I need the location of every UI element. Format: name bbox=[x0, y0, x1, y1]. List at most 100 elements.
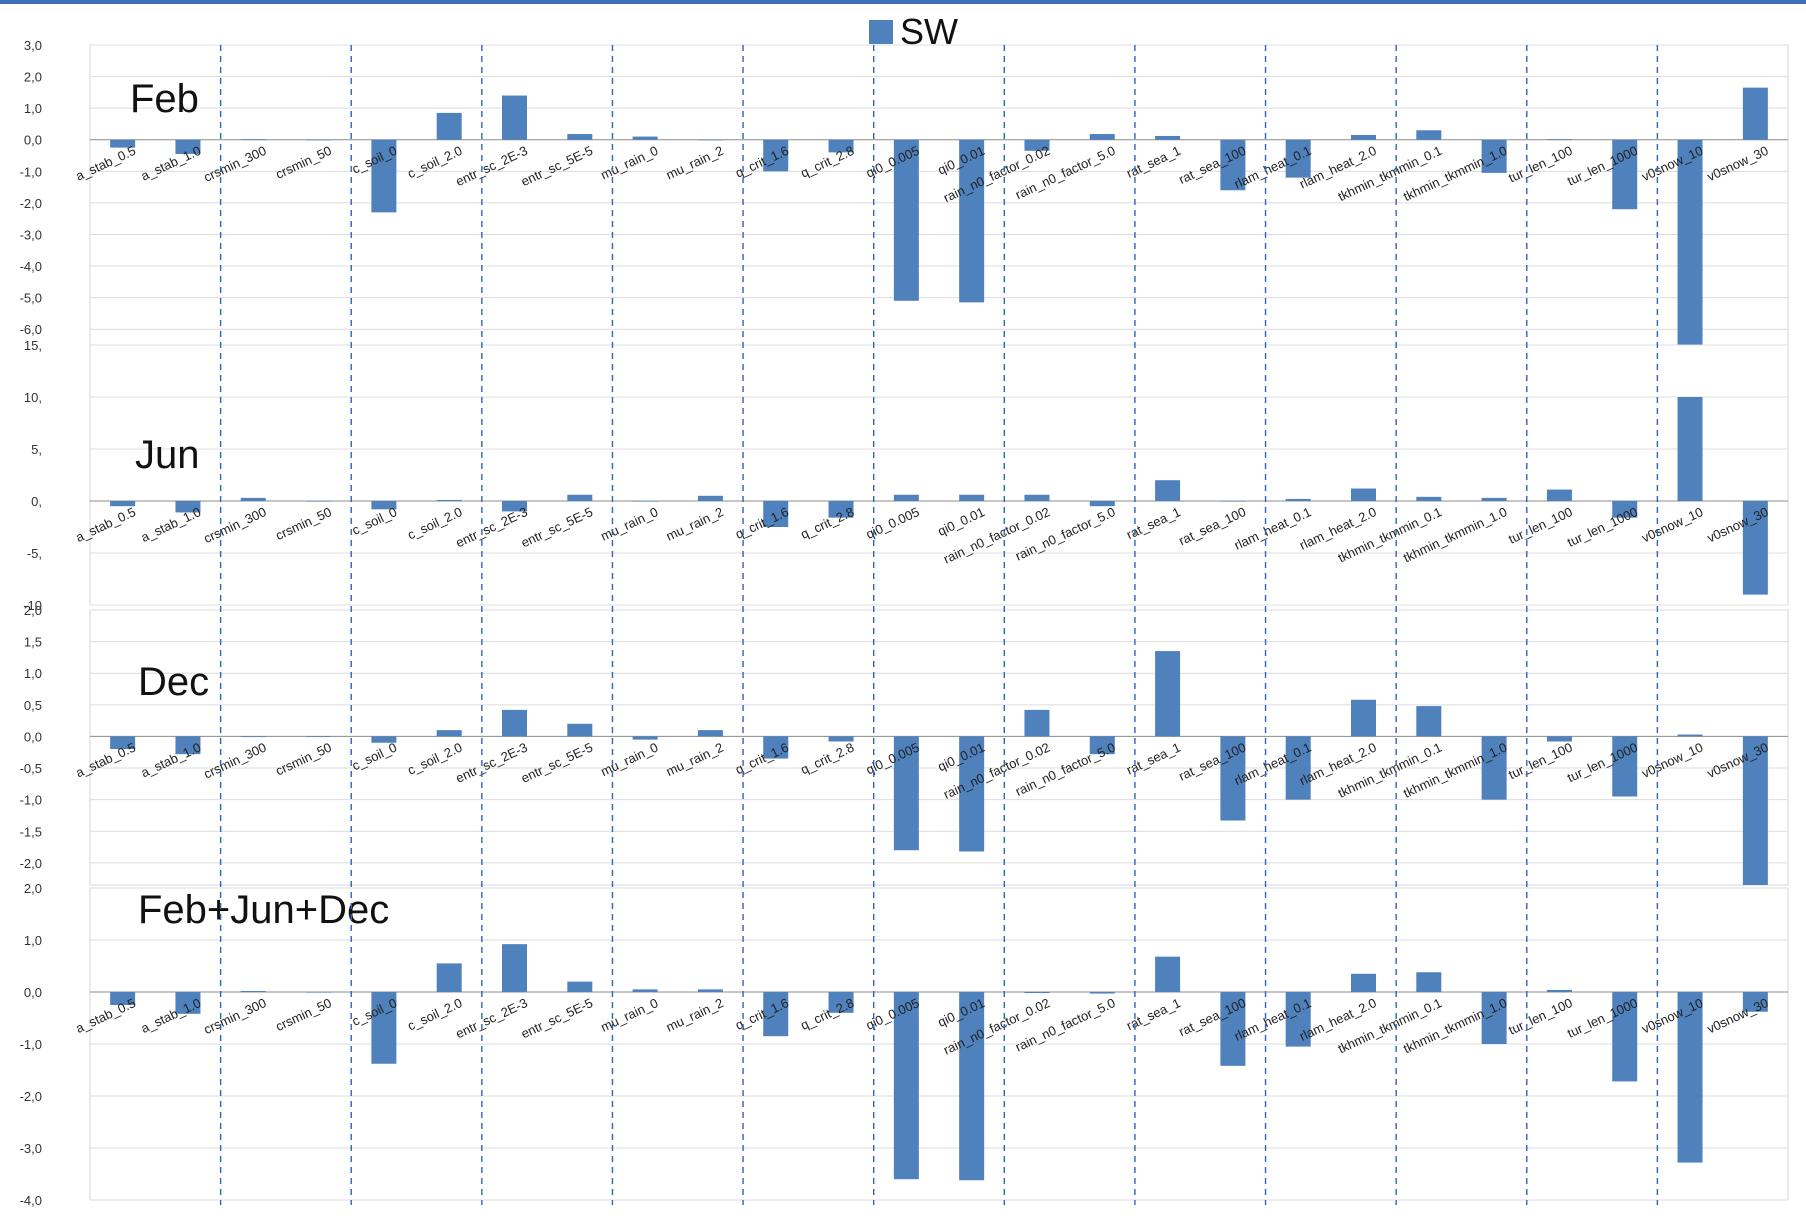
panel-4-bar-entr_sc_5E-5 bbox=[567, 981, 593, 992]
panel-3-bar-q_crit_2.8 bbox=[828, 736, 854, 742]
panel-1-bar-rat_sea_1 bbox=[1155, 135, 1181, 140]
panel-2-ytick-label: -5, bbox=[27, 546, 42, 561]
panel-2-bar-c_soil_0 bbox=[371, 501, 397, 510]
panel-3-category-label: rat_sea_1 bbox=[1124, 740, 1183, 778]
panel-4-bar-tur_len_100 bbox=[1546, 989, 1572, 992]
panel-2-category-label: entr_sc_2E-3 bbox=[453, 504, 529, 550]
panel-4-ytick-label: -4,0 bbox=[20, 1193, 42, 1208]
panel-3-bar-entr_sc_5E-5 bbox=[567, 723, 593, 737]
panel-3-title: Dec bbox=[138, 660, 209, 704]
panel-1-category-label: a_stab_1.0 bbox=[139, 143, 204, 184]
panel-1-ytick-label: 3,0 bbox=[24, 38, 42, 53]
panel-3-category-label: entr_sc_5E-5 bbox=[519, 740, 595, 786]
panel-3-ytick-label: 2,0 bbox=[24, 603, 42, 618]
panel-1-bar-v0snow_30 bbox=[1742, 87, 1768, 140]
panel-4-category-label: mu_rain_0 bbox=[598, 995, 660, 1035]
panel-2-category-label: a_stab_0.5 bbox=[73, 504, 138, 545]
panel-4-bar-qi0_0.01 bbox=[959, 992, 985, 1181]
panel-2-bar-tur_len_100 bbox=[1546, 489, 1572, 501]
panel-4-category-label: entr_sc_5E-5 bbox=[519, 995, 595, 1041]
panel-4-bar-tkhmin_tkmmin_1.0 bbox=[1481, 992, 1507, 1044]
panel-3-bar-c_soil_2.0 bbox=[436, 730, 462, 737]
panel-3-bar-crsmin_300 bbox=[240, 736, 266, 738]
panel-1-bar-v0snow_10 bbox=[1677, 139, 1703, 345]
panel-3-bar-q_crit_1.6 bbox=[763, 736, 789, 759]
panel-4-ytick-label: 1,0 bbox=[24, 933, 42, 948]
panel-3-ytick-label: 1,0 bbox=[24, 666, 42, 681]
panel-2-bar-entr_sc_5E-5 bbox=[567, 494, 593, 501]
panel-3-bar-tkhmin_tkmmin_0.1 bbox=[1416, 706, 1442, 737]
panel-1-bar-tkhmin_tkmmin_1.0 bbox=[1481, 139, 1507, 173]
panel-4-category-label: a_stab_0.5 bbox=[73, 995, 138, 1036]
panel-3-bar-rlam_heat_0.1 bbox=[1285, 736, 1311, 800]
panel-3-category-label: tur_len_100 bbox=[1506, 740, 1575, 783]
panel-4-category-label: a_stab_1.0 bbox=[139, 995, 204, 1036]
panel-1-bar-qi0_0.005 bbox=[893, 139, 919, 301]
panel-1-bar-rain_n0_factor_0.02 bbox=[1024, 139, 1050, 151]
panel-2-ytick-label: 15, bbox=[24, 338, 42, 353]
panel-2-category-label: mu_rain_2 bbox=[664, 504, 726, 544]
panel-3-bar-mu_rain_0 bbox=[632, 736, 658, 740]
panel-1-bar-rain_n0_factor_5.0 bbox=[1089, 134, 1115, 140]
panel-1-bar-a_stab_0.5 bbox=[110, 139, 136, 148]
panel-2-ytick-label: 10, bbox=[24, 390, 42, 405]
panel-3-category-label: rain_n0_factor_0.02 bbox=[941, 740, 1052, 802]
panel-1-bar-q_crit_2.8 bbox=[828, 139, 854, 153]
panel-4-bar-entr_sc_2E-3 bbox=[502, 944, 527, 992]
panel-1-category-label: q_crit_2.8 bbox=[798, 143, 856, 181]
panel-1-bar-rat_sea_100 bbox=[1220, 139, 1246, 191]
panel-1-category-label: crsmin_300 bbox=[201, 143, 268, 185]
panel-1-frame bbox=[89, 44, 1789, 346]
panel-4-ytick-label: -3,0 bbox=[20, 1141, 42, 1156]
panel-1-bar-mu_rain_0 bbox=[632, 136, 658, 140]
panel-3-bar-rain_n0_factor_0.02 bbox=[1024, 709, 1050, 737]
panel-3-ytick-label: -2,0 bbox=[20, 856, 42, 871]
panel-2-category-label: crsmin_50 bbox=[273, 504, 334, 543]
panel-2-bar-crsmin_50 bbox=[306, 501, 332, 502]
panel-3-category-label: mu_rain_0 bbox=[598, 740, 660, 780]
panel-2-category-label: v0snow_10 bbox=[1639, 504, 1705, 545]
panel-1-category-label: entr_sc_2E-3 bbox=[453, 143, 529, 189]
panel-2-bar-mu_rain_0 bbox=[632, 501, 658, 502]
panel-4-category-label: rain_n0_factor_0.02 bbox=[941, 995, 1052, 1057]
panel-3-bar-c_soil_0 bbox=[371, 736, 397, 743]
panel-3-category-label: crsmin_50 bbox=[273, 740, 334, 779]
panel-2-bar-rlam_heat_2.0 bbox=[1351, 488, 1376, 501]
panel-1-category-label: v0snow_30 bbox=[1705, 143, 1771, 184]
panel-3-bar-crsmin_50 bbox=[306, 736, 332, 738]
panel-4-bar-qi0_0.005 bbox=[893, 992, 919, 1180]
panel-3-category-label: entr_sc_2E-3 bbox=[453, 740, 529, 786]
panel-3-bar-rlam_heat_2.0 bbox=[1351, 699, 1376, 737]
panel-4-bar-rlam_heat_0.1 bbox=[1285, 992, 1311, 1047]
panel-1-bar-c_soil_2.0 bbox=[436, 112, 462, 140]
panel-3-ytick-label: -0,5 bbox=[20, 761, 42, 776]
panel-1-category-label: mu_rain_2 bbox=[664, 143, 726, 183]
panel-2-ytick-label: -10 bbox=[23, 598, 42, 613]
panel-4-bar-rain_n0_factor_0.02 bbox=[1024, 992, 1050, 994]
panel-2-bar-q_crit_2.8 bbox=[828, 501, 854, 518]
panel-4-bar-c_soil_2.0 bbox=[436, 963, 462, 992]
panel-1-category-label: rain_n0_factor_0.02 bbox=[941, 143, 1052, 205]
panel-4-bar-mu_rain_2 bbox=[697, 989, 723, 992]
panel-3-bar-rat_sea_1 bbox=[1155, 651, 1181, 737]
panel-2-bar-qi0_0.005 bbox=[893, 494, 919, 501]
panel-2-frame bbox=[89, 344, 1789, 606]
panel-4-bar-mu_rain_0 bbox=[632, 989, 658, 992]
panel-4-bar-q_crit_2.8 bbox=[828, 992, 854, 1013]
panel-3-bar-rain_n0_factor_5.0 bbox=[1089, 736, 1115, 755]
panel-1-ytick-label: 0,0 bbox=[24, 133, 42, 148]
panel-2-category-label: rat_sea_1 bbox=[1124, 504, 1183, 542]
panel-4-category-label: crsmin_50 bbox=[273, 995, 334, 1034]
panel-3-ytick-label: -1,5 bbox=[20, 824, 42, 839]
panel-4-bar-a_stab_0.5 bbox=[110, 992, 136, 1005]
panel-3-bar-tur_len_1000 bbox=[1612, 736, 1638, 797]
panel-1-bar-rlam_heat_2.0 bbox=[1351, 135, 1376, 140]
panel-2-bar-v0snow_30 bbox=[1742, 501, 1768, 595]
panel-1-ytick-label: 2,0 bbox=[24, 70, 42, 85]
panel-2-bar-rat_sea_100 bbox=[1220, 501, 1246, 502]
panel-4-bar-rat_sea_1 bbox=[1155, 956, 1181, 992]
panel-1-bar-tur_len_1000 bbox=[1612, 139, 1638, 210]
panel-4-category-label: mu_rain_2 bbox=[664, 995, 726, 1035]
panel-3-frame bbox=[89, 609, 1789, 886]
